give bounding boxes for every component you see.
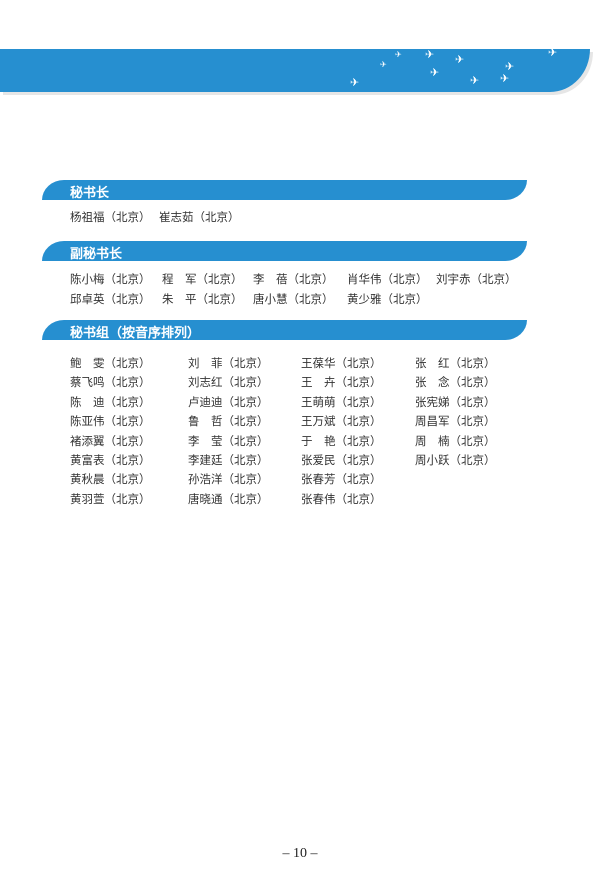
member-name: 崔志茹（北京）: [159, 210, 240, 224]
member-name: 黄富表（北京）: [70, 453, 151, 467]
bird-icon: ✈: [470, 74, 480, 87]
bird-icon: ✈: [350, 76, 360, 89]
member-name: 唐晓通（北京）: [188, 491, 269, 506]
bird-icon: ✈: [380, 60, 387, 69]
member-name: 陈亚伟（北京）: [70, 414, 151, 429]
member-name: 张 红（北京）: [415, 356, 496, 370]
member-name: 程 军（北京）: [162, 272, 243, 286]
member-name: 刘 菲（北京）: [188, 356, 269, 370]
member-name: 孙浩洋（北京）: [188, 472, 269, 487]
member-name: 王万斌（北京）: [301, 414, 382, 429]
member-name: 肖华伟（北京）: [347, 272, 428, 286]
member-name: 褚添翼（北京）: [70, 433, 151, 448]
member-name: 黄羽萱（北京）: [70, 491, 151, 506]
member-name: 刘志红（北京）: [188, 375, 269, 390]
member-name: 唐小慧（北京）: [253, 292, 334, 306]
member-name: 李 莹（北京）: [188, 433, 269, 448]
member-name: 卢迪迪（北京）: [188, 394, 269, 409]
bird-icon: ✈: [455, 53, 465, 66]
member-name: 杨祖福（北京）: [70, 210, 151, 224]
member-name: 张 念（北京）: [415, 375, 496, 390]
member-name: 李建廷（北京）: [188, 453, 269, 467]
section-header-secretariat: 秘书组（按音序排列）: [42, 320, 527, 341]
member-name: 李 蓓（北京）: [253, 272, 334, 286]
member-name: 陈小梅（北京）: [70, 272, 151, 286]
section-header-secretary-general: 秘书长: [42, 180, 527, 201]
member-name: 周 楠（北京）: [415, 433, 496, 448]
member-name: 朱 平（北京）: [162, 292, 243, 306]
section-title: 秘书组（按音序排列）: [70, 326, 201, 341]
bird-icon: ✈: [430, 66, 440, 79]
member-name: 陈 迪（北京）: [70, 394, 151, 409]
member-name: 王 卉（北京）: [301, 375, 382, 390]
member-name: 王葆华（北京）: [301, 356, 382, 370]
bird-icon: ✈: [500, 72, 510, 85]
section-title: 秘书长: [70, 186, 110, 201]
member-name: 于 艳（北京）: [301, 433, 382, 448]
member-name: 鲍 雯（北京）: [70, 356, 151, 370]
header-banner: ✈ ✈ ✈ ✈ ✈ ✈ ✈ ✈ ✈ ✈: [0, 46, 590, 92]
member-name: 刘宇赤（北京）: [436, 272, 517, 286]
member-name: 周昌军（北京）: [415, 414, 496, 429]
member-name: 蔡飞鸣（北京）: [70, 375, 151, 390]
member-name: 周小跃（北京）: [415, 453, 496, 467]
member-name: 鲁 哲（北京）: [188, 414, 269, 429]
section-header-deputy-secretary-general: 副秘书长: [42, 241, 527, 262]
member-name: 黄秋晨（北京）: [70, 472, 151, 487]
section-title: 副秘书长: [70, 247, 123, 262]
member-name: 邱卓英（北京）: [70, 292, 151, 306]
member-name: 张春芳（北京）: [301, 472, 382, 487]
bird-icon: ✈: [548, 46, 558, 59]
bird-icon: ✈: [395, 50, 402, 59]
member-name: 张春伟（北京）: [301, 491, 382, 506]
bird-icon: ✈: [425, 48, 435, 61]
member-name: 张宪娣（北京）: [415, 394, 496, 409]
page-number: – 10 –: [282, 846, 318, 861]
bird-icon: ✈: [505, 60, 515, 73]
member-name: 黄少雅（北京）: [347, 292, 428, 306]
member-name: 王萌萌（北京）: [301, 394, 382, 409]
member-name: 张爱民（北京）: [301, 453, 382, 467]
